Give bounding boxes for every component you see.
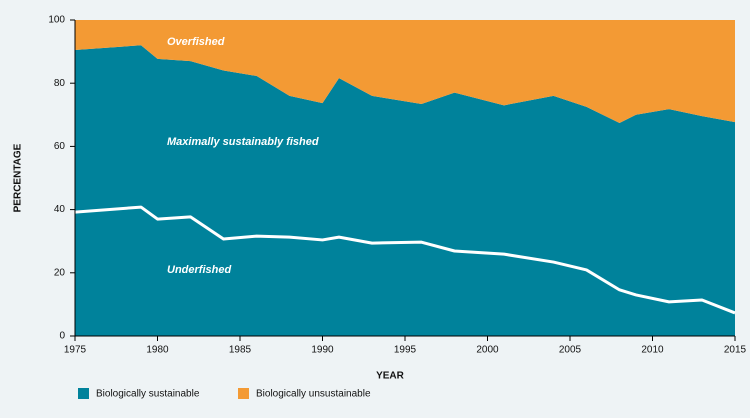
legend-swatch	[238, 388, 249, 399]
y-tick-label: 80	[54, 78, 66, 89]
x-tick-label: 2000	[476, 345, 499, 356]
x-axis-title: YEAR	[376, 371, 405, 382]
legend-label: Biologically sustainable	[96, 389, 200, 400]
x-tick-label: 2015	[724, 345, 747, 356]
y-tick-label: 100	[48, 15, 65, 26]
x-tick-label: 2005	[559, 345, 582, 356]
area	[75, 20, 735, 124]
y-tick-label: 60	[54, 141, 66, 152]
y-tick-label: 0	[59, 331, 65, 342]
legend-swatch	[78, 388, 89, 399]
x-tick-label: 1995	[394, 345, 417, 356]
y-axis-title: PERCENTAGE	[13, 143, 24, 212]
x-tick-label: 1985	[229, 345, 252, 356]
y-tick-label: 40	[54, 204, 66, 215]
legend-label: Biologically unsustainable	[256, 389, 371, 400]
underfished-line	[74, 205, 736, 315]
y-tick-label: 20	[54, 267, 66, 278]
annotation: Overfished	[167, 36, 225, 48]
x-tick-label: 1975	[64, 345, 87, 356]
x-tick-label: 2010	[641, 345, 664, 356]
x-tick-label: 1980	[146, 345, 169, 356]
area	[75, 45, 735, 336]
plot-area	[74, 20, 736, 336]
annotation: Maximally sustainably fished	[167, 136, 319, 148]
x-tick-label: 1990	[311, 345, 334, 356]
annotation: Underfished	[167, 264, 231, 276]
